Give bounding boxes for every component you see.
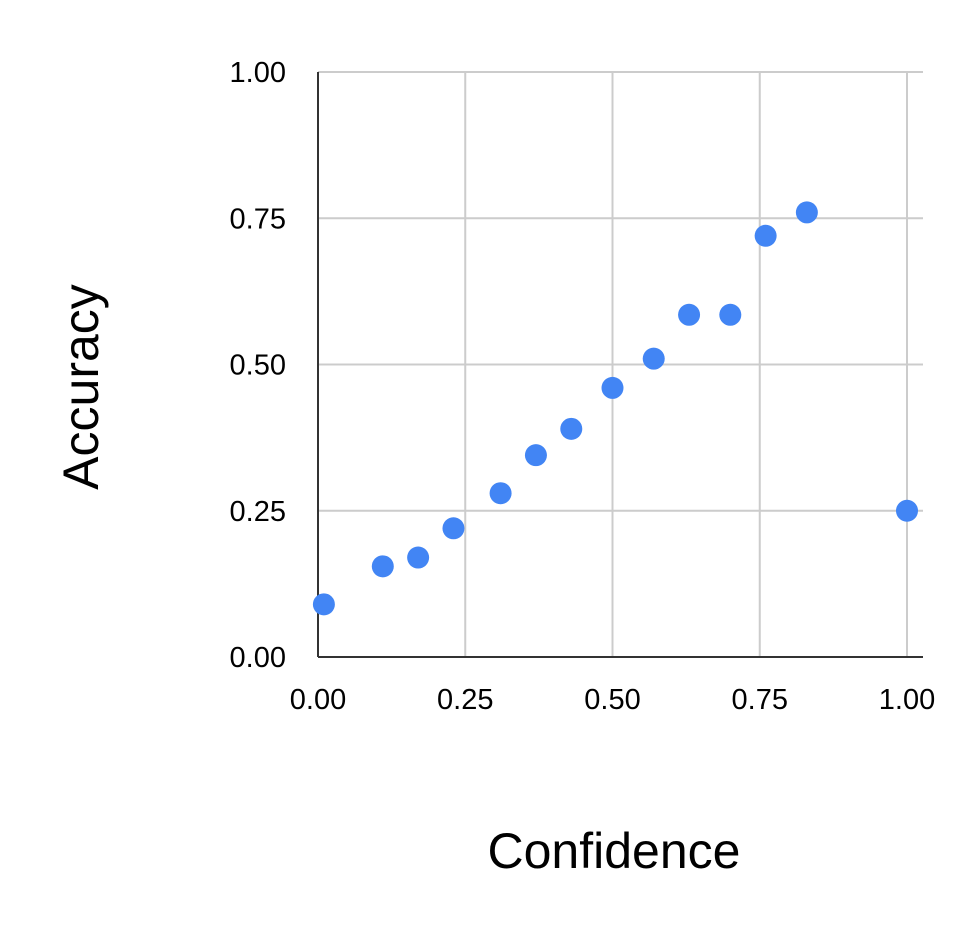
x-tick-label: 0.75 — [732, 684, 788, 716]
tick-labels: 0.00 0.25 0.50 0.75 1.00 0.00 0.25 0.50 0.75 1.00 — [230, 57, 936, 716]
x-tick-label: 0.00 — [290, 684, 346, 716]
data-point — [678, 303, 701, 326]
data-point — [719, 303, 742, 326]
grid-lines — [318, 71, 923, 657]
data-point — [642, 347, 665, 370]
data-point — [524, 444, 547, 467]
x-axis-title: Confidence — [488, 823, 741, 879]
data-point — [754, 224, 777, 247]
data-point — [442, 517, 465, 540]
y-tick-label: 0.00 — [230, 642, 286, 674]
data-point — [407, 546, 430, 569]
axes — [317, 72, 923, 658]
data-point — [896, 499, 918, 522]
data-points — [312, 201, 918, 616]
data-point — [312, 593, 335, 616]
data-point — [795, 201, 818, 224]
y-tick-label: 1.00 — [230, 57, 286, 89]
x-tick-label: 0.25 — [437, 684, 493, 716]
data-point — [489, 482, 512, 505]
y-tick-label: 0.25 — [230, 496, 286, 528]
y-axis-title: Accuracy — [53, 284, 109, 490]
x-tick-label: 0.50 — [584, 684, 640, 716]
data-point — [560, 417, 583, 440]
x-tick-label: 1.00 — [879, 684, 935, 716]
data-point — [601, 376, 624, 399]
data-point — [371, 555, 394, 578]
y-tick-label: 0.75 — [230, 203, 286, 235]
y-tick-label: 0.50 — [230, 350, 286, 382]
